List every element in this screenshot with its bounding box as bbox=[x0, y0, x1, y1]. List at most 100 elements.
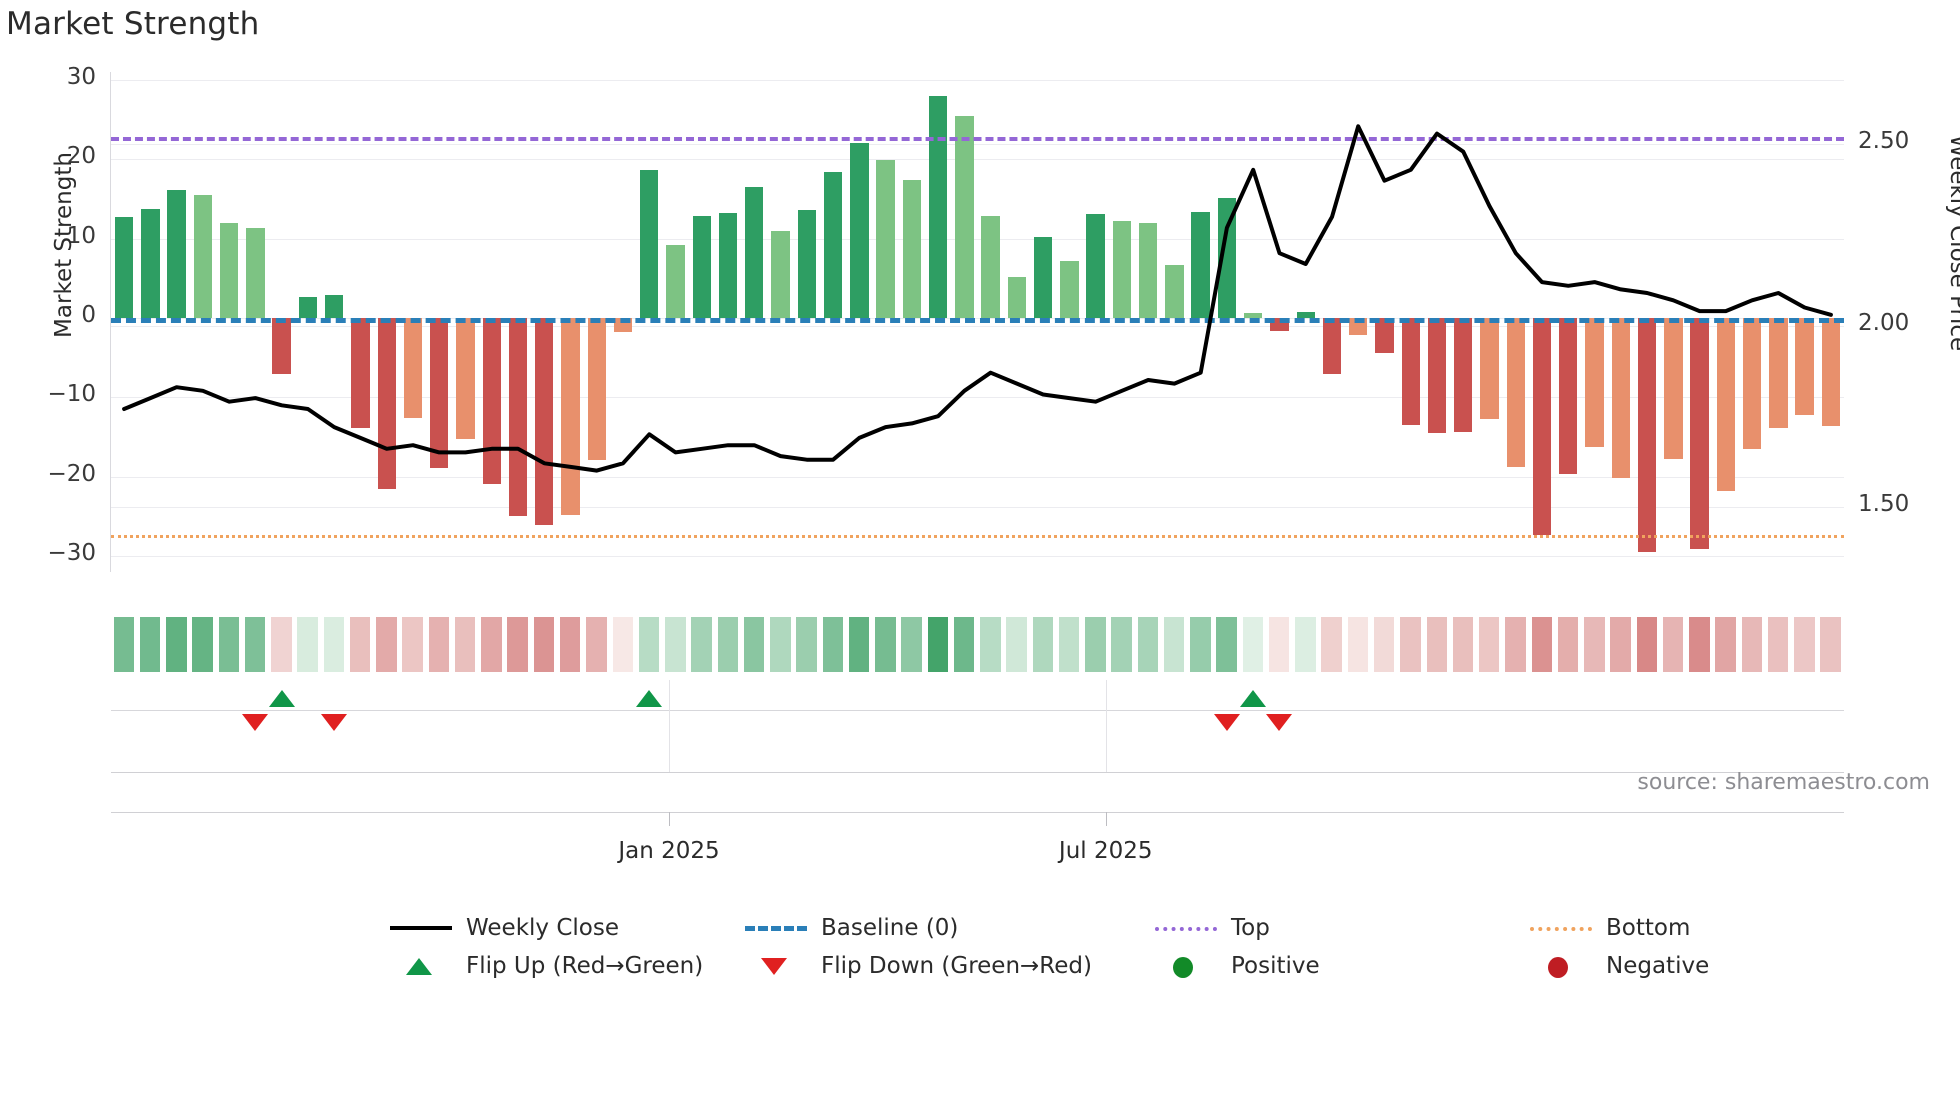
bar bbox=[1296, 312, 1315, 319]
legend-item[interactable]: Baseline (0) bbox=[745, 915, 958, 941]
bar bbox=[1375, 318, 1394, 353]
bar bbox=[508, 318, 528, 517]
heat-cell bbox=[1557, 617, 1579, 672]
gridline-right bbox=[111, 325, 1844, 327]
gridline bbox=[111, 159, 1844, 161]
flip-down-marker[interactable] bbox=[242, 714, 269, 731]
legend-item[interactable]: Flip Down (Green→Red) bbox=[745, 953, 1092, 979]
bar bbox=[1401, 318, 1420, 426]
heat-cell bbox=[218, 617, 240, 672]
heat-cell bbox=[297, 617, 318, 672]
circle-marker-icon bbox=[1173, 957, 1193, 978]
legend-label: Flip Down (Green→Red) bbox=[821, 953, 1092, 979]
heat-cell bbox=[980, 617, 1001, 672]
bottom-reference-line bbox=[111, 535, 1844, 539]
legend-swatch bbox=[1155, 918, 1217, 938]
bar bbox=[272, 318, 291, 374]
y-axis-line bbox=[110, 72, 111, 572]
bar bbox=[1138, 222, 1158, 319]
legend-item[interactable]: Flip Up (Red→Green) bbox=[390, 953, 703, 979]
baseline-swatch-icon bbox=[745, 926, 807, 931]
bar bbox=[1427, 318, 1447, 434]
heat-cell bbox=[1006, 617, 1027, 672]
legend-swatch bbox=[390, 918, 452, 938]
heat-cell bbox=[1584, 617, 1605, 672]
heat-cell bbox=[1190, 617, 1211, 672]
bar bbox=[1322, 318, 1342, 374]
heat-cell bbox=[612, 617, 633, 672]
heat-cell bbox=[1400, 617, 1421, 672]
flip-up-marker[interactable] bbox=[268, 690, 295, 707]
heat-cell bbox=[1058, 617, 1080, 672]
heat-cell bbox=[1794, 617, 1815, 672]
bar bbox=[771, 230, 790, 319]
heat-cell bbox=[507, 617, 528, 672]
bar bbox=[141, 208, 160, 319]
bar bbox=[587, 318, 606, 461]
plot-area bbox=[111, 72, 1844, 572]
bar bbox=[1795, 318, 1814, 415]
heat-cell bbox=[1137, 617, 1159, 672]
circle-marker-icon bbox=[1548, 957, 1568, 978]
bar bbox=[403, 318, 423, 419]
bar bbox=[640, 169, 659, 319]
heat-cell bbox=[454, 617, 476, 672]
y-tick-label-right: 2.00 bbox=[1858, 309, 1910, 336]
legend-label: Negative bbox=[1606, 953, 1710, 979]
y-tick-label: −20 bbox=[47, 460, 96, 487]
bar bbox=[246, 228, 265, 319]
bar bbox=[1532, 318, 1552, 536]
bar bbox=[692, 216, 711, 319]
bar bbox=[718, 213, 738, 319]
legend-item[interactable]: Negative bbox=[1530, 953, 1709, 979]
y-tick-label: 0 bbox=[81, 302, 96, 329]
legend-row-2: Flip Up (Red→Green) Flip Down (Green→Red)… bbox=[0, 953, 1960, 991]
bar bbox=[1769, 318, 1788, 429]
heat-cell bbox=[1111, 617, 1132, 672]
dotted-line-icon bbox=[1530, 927, 1592, 931]
legend-item[interactable]: Positive bbox=[1155, 953, 1320, 979]
heat-cell bbox=[717, 617, 739, 672]
heat-cell bbox=[822, 617, 844, 672]
y-tick-label: 10 bbox=[66, 222, 96, 249]
gridline bbox=[111, 397, 1844, 399]
heat-cell bbox=[1715, 617, 1736, 672]
flip-down-marker[interactable] bbox=[1266, 714, 1293, 731]
heat-cell bbox=[1689, 617, 1710, 672]
heat-cell bbox=[1268, 617, 1290, 672]
heat-cell bbox=[665, 617, 686, 672]
heat-cell bbox=[271, 617, 292, 672]
legend-item[interactable]: Bottom bbox=[1530, 915, 1690, 941]
heat-cell bbox=[1662, 617, 1684, 672]
y-axis-right-label: Weekly Close Price bbox=[1945, 134, 1960, 352]
flip-down-marker[interactable] bbox=[1213, 714, 1240, 731]
heat-cell bbox=[691, 617, 712, 672]
legend-swatch bbox=[390, 956, 452, 976]
legend-item[interactable]: Top bbox=[1155, 915, 1270, 941]
flip-up-marker[interactable] bbox=[636, 690, 663, 707]
heat-cell bbox=[113, 617, 135, 672]
legend-row-1: Weekly Close Baseline (0) Top Bottom bbox=[0, 915, 1960, 953]
x-tick-guide bbox=[1105, 700, 1107, 772]
bar bbox=[1033, 237, 1053, 319]
heat-cell bbox=[1163, 617, 1185, 672]
flip-up-marker[interactable] bbox=[1240, 690, 1267, 707]
divider-rule-top bbox=[111, 772, 1844, 773]
bar bbox=[535, 318, 554, 526]
heat-cell bbox=[166, 617, 187, 672]
flip-marker-row bbox=[111, 680, 1844, 740]
x-tick-label: Jan 2025 bbox=[618, 838, 720, 864]
bar bbox=[1454, 318, 1473, 433]
flip-down-marker[interactable] bbox=[321, 714, 348, 731]
legend-label: Baseline (0) bbox=[821, 915, 959, 941]
heat-cell bbox=[586, 617, 607, 672]
bar bbox=[482, 318, 501, 484]
heat-cell bbox=[560, 617, 581, 672]
y-tick-label-right: 2.50 bbox=[1858, 128, 1910, 155]
source-note: source: sharemaestro.com bbox=[1637, 770, 1930, 795]
bar bbox=[928, 95, 948, 319]
heat-cell bbox=[481, 617, 502, 672]
bar bbox=[876, 160, 895, 319]
x-tick-mark bbox=[669, 812, 671, 826]
legend-item[interactable]: Weekly Close bbox=[390, 915, 619, 941]
